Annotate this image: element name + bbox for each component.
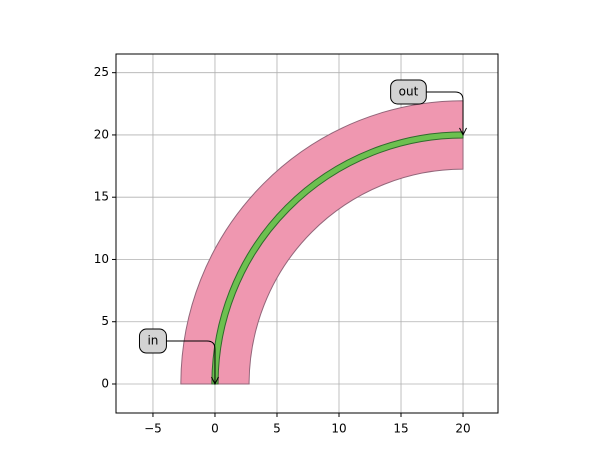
y-tick-label: 15 (94, 190, 109, 204)
axes-frame (115, 53, 499, 414)
x-tick-label: 5 (273, 422, 281, 436)
annotation-arrow (426, 91, 464, 134)
arrow-head (211, 376, 219, 386)
y-tick-label: 5 (101, 314, 109, 328)
annotation-label: out (399, 84, 419, 98)
y-tick-label: 20 (94, 127, 109, 141)
waveguide-layer (211, 131, 464, 385)
x-tick-label: 20 (455, 422, 470, 436)
arrow-head (459, 127, 467, 137)
y-tick-label: 25 (94, 65, 109, 79)
x-tick-label: 0 (211, 422, 219, 436)
annotation-label: in (147, 334, 158, 348)
x-tick-label: −5 (144, 422, 162, 436)
annotation-arrow (166, 340, 216, 383)
waveguide-layer (180, 100, 464, 385)
annotation: in (138, 328, 219, 386)
x-tick-label: 10 (331, 422, 346, 436)
y-tick-label: 10 (94, 252, 109, 266)
x-tick-label: 15 (393, 422, 408, 436)
y-tick-label: 0 (101, 376, 109, 390)
annotation: out (390, 79, 467, 137)
